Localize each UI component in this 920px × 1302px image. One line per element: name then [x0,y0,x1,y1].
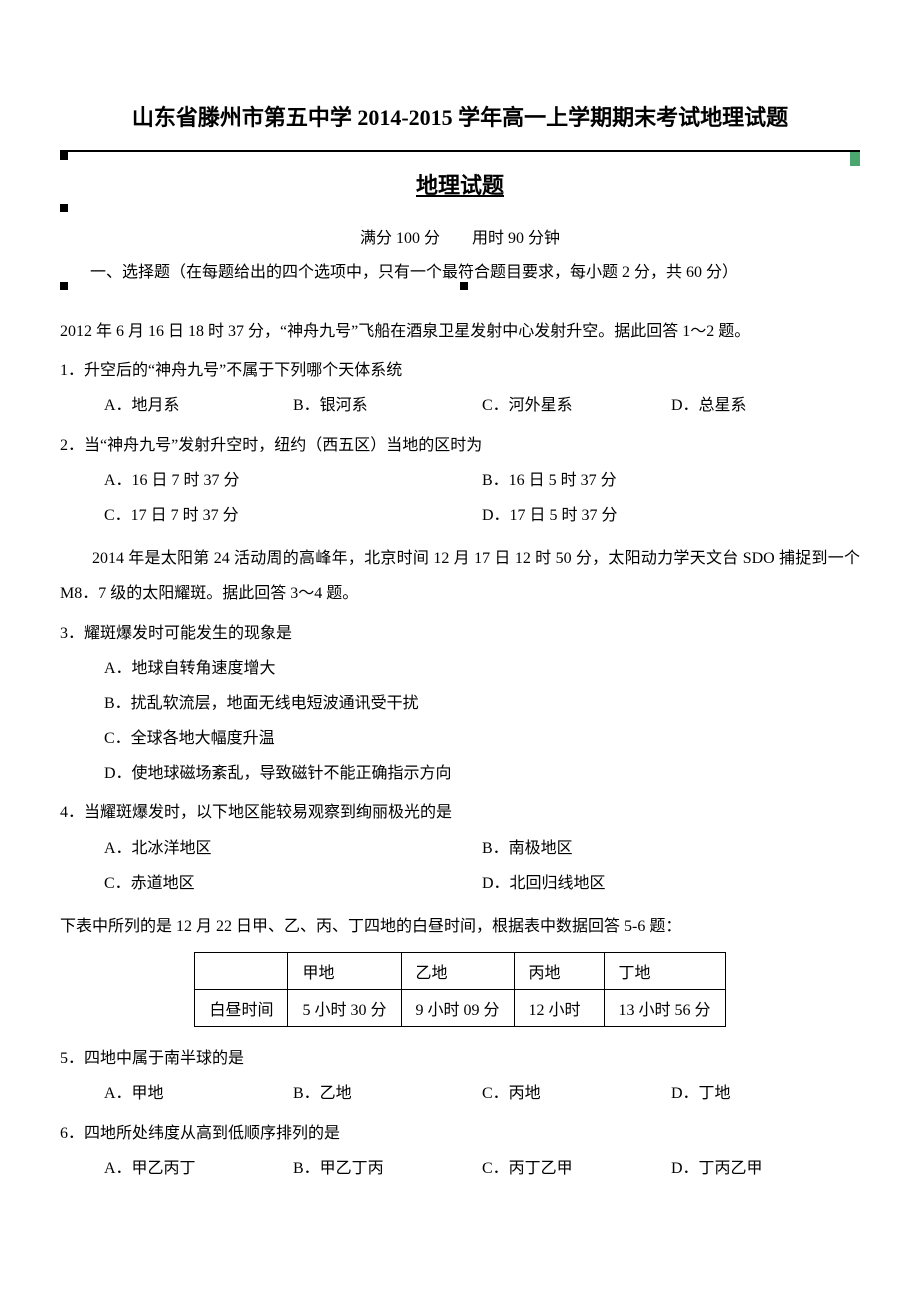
option-group: A．甲地 B．乙地 C．丙地 D．丁地 [60,1076,860,1111]
option-a: A．地月系 [104,388,293,423]
document-title: 山东省滕州市第五中学 2014-2015 学年高一上学期期末考试地理试题 [60,100,860,132]
table-cell: 13 小时 56 分 [604,990,725,1027]
option-a: A．北冰洋地区 [104,831,482,866]
option-d: D．丁丙乙甲 [671,1151,860,1186]
option-group: A．16 日 7 时 37 分 B．16 日 5 时 37 分 C．17 日 7… [60,463,860,533]
question-stem: 6．四地所处纬度从高到低顺序排列的是 [60,1116,860,1151]
table-row: 白昼时间 5 小时 30 分 9 小时 09 分 12 小时 13 小时 56 … [195,990,725,1027]
option-c: C．河外星系 [482,388,671,423]
table-cell: 9 小时 09 分 [401,990,514,1027]
question-stem: 2．当“神舟九号”发射升空时，纽约（西五区）当地的区时为 [60,428,860,463]
option-d: D．使地球磁场紊乱，导致磁针不能正确指示方向 [104,756,860,791]
table-cell: 甲地 [288,953,401,990]
corner-marker-icon [460,282,468,290]
question-stem: 3．耀斑爆发时可能发生的现象是 [60,616,860,651]
option-group: A．甲乙丙丁 B．甲乙丁丙 C．丙丁乙甲 D．丁丙乙甲 [60,1151,860,1186]
option-b: B．乙地 [293,1076,482,1111]
table-cell: 12 小时 [514,990,604,1027]
option-b: B．南极地区 [482,831,860,866]
corner-marker-icon [60,152,68,160]
option-c: C．17 日 7 时 37 分 [104,498,482,533]
table-cell: 白昼时间 [195,990,288,1027]
section-1-heading: 一、选择题（在每题给出的四个选项中，只有一个最符合题目要求，每小题 2 分，共 … [60,258,860,282]
question-stem: 4．当耀斑爆发时，以下地区能较易观察到绚丽极光的是 [60,795,860,830]
daylight-table: 甲地 乙地 丙地 丁地 白昼时间 5 小时 30 分 9 小时 09 分 12 … [194,952,725,1027]
table-row: 甲地 乙地 丙地 丁地 [195,953,725,990]
option-a: A．16 日 7 时 37 分 [104,463,482,498]
corner-marker-icon [850,152,860,166]
question-stem: 1．升空后的“神舟九号”不属于下列哪个天体系统 [60,353,860,388]
option-d: D．总星系 [671,388,860,423]
context-paragraph: 2014 年是太阳第 24 活动周的高峰年，北京时间 12 月 17 日 12 … [60,541,860,611]
option-a: A．甲乙丙丁 [104,1151,293,1186]
option-group: A．地球自转角速度增大 B．扰乱软流层，地面无线电短波通讯受干扰 C．全球各地大… [60,651,860,792]
corner-marker-icon [60,204,68,212]
question-stem: 5．四地中属于南半球的是 [60,1041,860,1076]
option-b: B．16 日 5 时 37 分 [482,463,860,498]
table-cell: 丙地 [514,953,604,990]
option-b: B．甲乙丁丙 [293,1151,482,1186]
option-c: C．丙丁乙甲 [482,1151,671,1186]
option-b: B．扰乱软流层，地面无线电短波通讯受干扰 [104,686,860,721]
option-d: D．丁地 [671,1076,860,1111]
option-d: D．北回归线地区 [482,866,860,901]
option-a: A．甲地 [104,1076,293,1111]
context-paragraph: 下表中所列的是 12 月 22 日甲、乙、丙、丁四地的白昼时间，根据表中数据回答… [60,909,860,944]
option-d: D．17 日 5 时 37 分 [482,498,860,533]
option-c: C．丙地 [482,1076,671,1111]
option-c: C．全球各地大幅度升温 [104,721,860,756]
table-cell: 乙地 [401,953,514,990]
exam-meta: 满分 100 分 用时 90 分钟 [60,224,860,248]
table-cell [195,953,288,990]
context-paragraph: 2012 年 6 月 16 日 18 时 37 分，“神舟九号”飞船在酒泉卫星发… [60,314,860,349]
table-cell: 丁地 [604,953,725,990]
option-group: A．北冰洋地区 B．南极地区 C．赤道地区 D．北回归线地区 [60,831,860,901]
table-cell: 5 小时 30 分 [288,990,401,1027]
exam-title: 地理试题 [60,164,860,204]
option-a: A．地球自转角速度增大 [104,651,860,686]
exam-header-block: 地理试题 满分 100 分 用时 90 分钟 一、选择题（在每题给出的四个选项中… [60,150,860,294]
option-b: B．银河系 [293,388,482,423]
corner-marker-icon [60,282,68,290]
option-group: A．地月系 B．银河系 C．河外星系 D．总星系 [60,388,860,423]
option-c: C．赤道地区 [104,866,482,901]
